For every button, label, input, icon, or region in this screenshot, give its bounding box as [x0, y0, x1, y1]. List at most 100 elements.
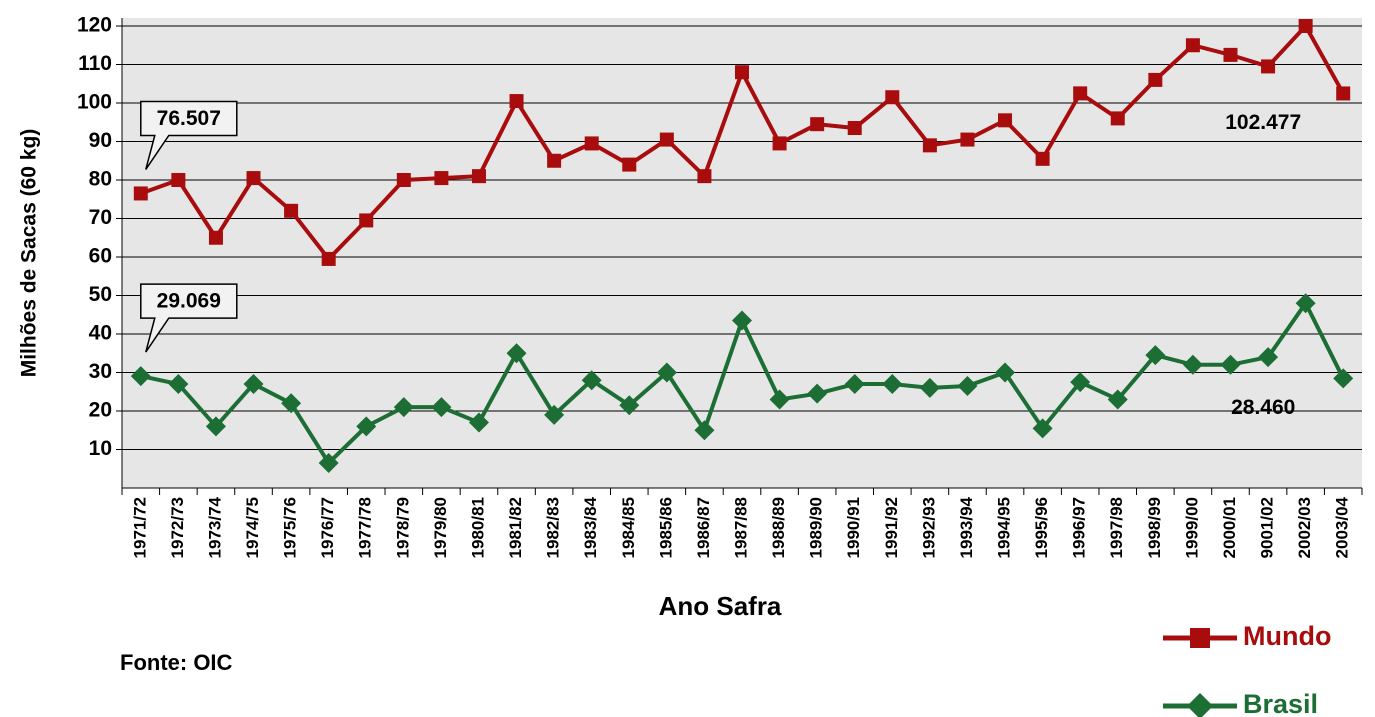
marker: [208, 230, 223, 245]
x-tick-label: 1983/84: [581, 496, 600, 558]
x-tick-label: 1984/85: [619, 497, 638, 558]
marker: [1032, 418, 1053, 439]
callout: [140, 283, 238, 353]
plot-area: [122, 18, 1362, 488]
marker: [844, 374, 865, 395]
y-tick-label: 110: [78, 52, 112, 75]
marker: [544, 404, 565, 425]
x-tick-label: 1998/99: [1145, 497, 1164, 558]
y-tick-label: 50: [89, 283, 112, 306]
marker: [998, 113, 1013, 128]
marker: [205, 416, 226, 437]
data-label: 76.507: [157, 107, 221, 130]
marker: [393, 397, 414, 418]
marker: [396, 173, 411, 187]
y-tick-label: 20: [89, 399, 112, 422]
marker: [281, 393, 302, 414]
x-tick-label: 1992/93: [919, 497, 938, 558]
marker: [321, 251, 336, 266]
marker: [847, 121, 862, 136]
y-tick-label: 80: [89, 168, 112, 191]
marker: [547, 153, 562, 168]
legend-marker: [1190, 628, 1210, 648]
marker: [732, 310, 752, 331]
marker: [919, 377, 940, 398]
x-tick-label: 1995/96: [1032, 497, 1051, 558]
marker: [622, 157, 637, 172]
x-tick-label: 1973/74: [205, 496, 224, 558]
x-tick-label: 1975/76: [281, 497, 300, 558]
x-tick-label: 9001/02: [1258, 497, 1277, 558]
marker: [1333, 368, 1354, 389]
marker: [772, 136, 787, 151]
marker: [960, 132, 975, 147]
x-tick-label: 2000/01: [1220, 497, 1239, 558]
marker: [133, 186, 148, 201]
marker: [885, 90, 900, 105]
marker: [882, 374, 903, 395]
marker: [171, 173, 186, 187]
x-tick-label: 1981/82: [506, 497, 525, 558]
x-tick-label: 1989/90: [807, 497, 826, 558]
marker: [619, 395, 640, 416]
x-tick-label: 1997/98: [1107, 497, 1126, 558]
marker: [1185, 38, 1200, 53]
x-tick-label: 1985/86: [656, 497, 675, 558]
legend-marker: [1187, 693, 1213, 717]
marker: [1295, 293, 1316, 314]
x-tick-label: 1986/87: [694, 497, 713, 558]
marker: [434, 171, 449, 186]
marker: [168, 374, 189, 395]
marker: [356, 416, 377, 437]
y-tick-label: 30: [89, 360, 112, 383]
marker: [1182, 354, 1203, 375]
marker: [957, 375, 978, 396]
marker: [697, 169, 712, 184]
marker: [584, 136, 599, 151]
marker: [659, 132, 674, 147]
marker: [471, 169, 486, 184]
marker: [1220, 354, 1241, 375]
marker: [1073, 86, 1088, 101]
y-axis-title: Milhões de Sacas (60 kg): [18, 129, 41, 378]
marker: [1258, 347, 1279, 368]
y-tick-label: 90: [89, 129, 112, 152]
marker: [807, 383, 828, 404]
x-tick-label: 1987/88: [731, 497, 750, 558]
marker: [1223, 47, 1238, 62]
x-tick-label: 1991/92: [882, 497, 901, 558]
y-tick-label: 60: [89, 245, 112, 268]
marker: [318, 452, 339, 473]
marker: [246, 171, 261, 186]
y-tick-label: 120: [77, 14, 112, 37]
y-tick-label: 10: [89, 437, 112, 460]
data-label: 102.477: [1225, 111, 1301, 134]
callout: [140, 100, 238, 170]
marker: [769, 389, 790, 410]
marker: [1336, 86, 1351, 101]
x-tick-label: 1990/91: [844, 497, 863, 558]
x-tick-label: 1972/73: [168, 497, 187, 558]
marker: [284, 203, 299, 218]
marker: [1145, 345, 1166, 366]
x-axis-title: Ano Safra: [659, 591, 782, 621]
marker: [1148, 72, 1163, 87]
x-tick-label: 1982/83: [544, 497, 563, 558]
marker: [735, 65, 749, 80]
x-tick-label: 1974/75: [243, 497, 262, 558]
marker: [581, 370, 602, 391]
source-note: Fonte: OIC: [120, 650, 233, 675]
marker: [431, 397, 452, 418]
marker: [995, 362, 1016, 383]
marker: [1298, 19, 1313, 33]
marker: [1110, 111, 1125, 126]
data-label: 28.460: [1231, 396, 1295, 419]
marker: [509, 94, 524, 109]
y-tick-label: 70: [89, 206, 112, 229]
marker: [468, 412, 489, 433]
marker: [810, 117, 825, 132]
x-tick-label: 1979/80: [431, 497, 450, 558]
marker: [694, 420, 715, 441]
y-tick-label: 40: [89, 322, 112, 345]
marker: [359, 213, 374, 228]
